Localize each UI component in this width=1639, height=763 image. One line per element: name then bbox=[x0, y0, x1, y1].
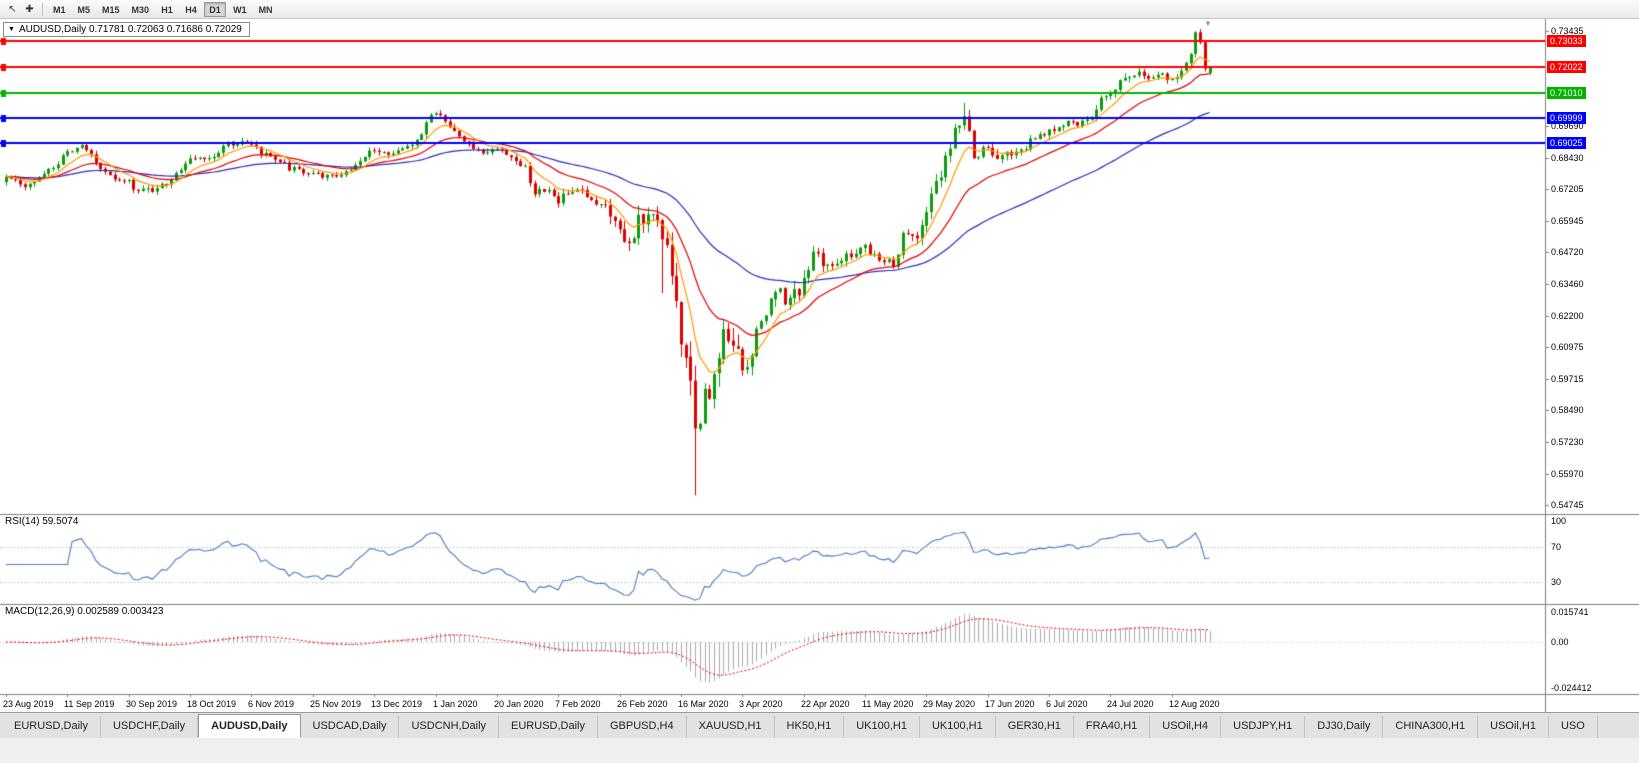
time-axis-label: 16 Mar 2020 bbox=[678, 699, 729, 709]
chart-tab-ger30-h1[interactable]: GER30,H1 bbox=[996, 716, 1074, 738]
price-line-label: 0.71010 bbox=[1547, 87, 1586, 99]
macd-axis-tick: 0.015741 bbox=[1551, 607, 1589, 617]
time-axis-label: 12 Aug 2020 bbox=[1169, 699, 1220, 709]
timeframe-button-w1[interactable]: W1 bbox=[233, 4, 247, 15]
time-axis-label: 26 Feb 2020 bbox=[617, 699, 668, 709]
timeframe-toolbar: ↖ ✚ M1 M5 M15 M30 H1 H4 D1 W1 MN bbox=[0, 0, 1639, 19]
price-axis-tick: 0.73435 bbox=[1551, 26, 1584, 36]
timeframe-button-m30[interactable]: M30 bbox=[131, 4, 150, 15]
crosshair-icon[interactable]: ✚ bbox=[25, 3, 34, 15]
chart-tab-eurusd-daily[interactable]: EURUSD,Daily bbox=[2, 716, 101, 738]
time-axis-label: 29 May 2020 bbox=[923, 699, 976, 709]
price-axis-tick: 0.57230 bbox=[1551, 437, 1584, 447]
time-axis-label: 11 Sep 2019 bbox=[64, 699, 115, 709]
price-line-label: 0.69999 bbox=[1547, 112, 1586, 124]
rsi-axis-tick: 70 bbox=[1551, 542, 1562, 552]
chart-tab-usdchf-daily[interactable]: USDCHF,Daily bbox=[101, 716, 199, 738]
chart-title-text: AUDUSD,Daily 0.71781 0.72063 0.71686 0.7… bbox=[18, 24, 242, 35]
chart-tab-uk100-h1[interactable]: UK100,H1 bbox=[844, 716, 920, 738]
rsi-label: RSI(14) 59.5074 bbox=[5, 516, 79, 527]
time-axis-label: 22 Apr 2020 bbox=[801, 699, 850, 709]
time-axis-label: 1 Jan 2020 bbox=[433, 699, 478, 709]
price-axis-tick: 0.64720 bbox=[1551, 247, 1584, 257]
price-axis-tick: 0.54745 bbox=[1551, 500, 1584, 510]
chart-tab-usdcad-daily[interactable]: USDCAD,Daily bbox=[301, 716, 400, 738]
price-axis-tick: 0.65945 bbox=[1551, 216, 1584, 226]
chart-tab-gbpusd-h4[interactable]: GBPUSD,H4 bbox=[598, 716, 687, 738]
timeframe-button-m1[interactable]: M1 bbox=[53, 4, 66, 15]
price-axis-tick: 0.67205 bbox=[1551, 184, 1584, 194]
time-axis-label: 25 Nov 2019 bbox=[310, 699, 362, 709]
chart-tab-fra40-h1[interactable]: FRA40,H1 bbox=[1074, 716, 1151, 738]
chart-tab-bar: EURUSD,Daily USDCHF,Daily AUDUSD,Daily USDC… bbox=[0, 712, 1639, 738]
chart-tab-uk100-h1[interactable]: UK100,H1 bbox=[920, 716, 996, 738]
price-axis-tick: 0.69690 bbox=[1551, 121, 1584, 131]
time-axis-label: 30 Sep 2019 bbox=[126, 699, 178, 709]
time-axis-label: 18 Oct 2019 bbox=[187, 699, 237, 709]
time-axis-label: 6 Jul 2020 bbox=[1046, 699, 1088, 709]
macd-axis-tick: -0.024412 bbox=[1551, 683, 1592, 693]
time-axis-label: 24 Jul 2020 bbox=[1107, 699, 1154, 709]
timeframe-button-d1[interactable]: D1 bbox=[204, 1, 227, 17]
time-axis-label: 3 Apr 2020 bbox=[739, 699, 783, 709]
price-axis-tick: 0.63460 bbox=[1551, 279, 1584, 289]
chart-tab-audusd-daily[interactable]: AUDUSD,Daily bbox=[198, 714, 301, 738]
chart-tab-usdcnh-daily[interactable]: USDCNH,Daily bbox=[399, 716, 500, 738]
time-axis-label: 23 Aug 2019 bbox=[3, 699, 54, 709]
chart-title-box[interactable]: ▼ AUDUSD,Daily 0.71781 0.72063 0.71686 0… bbox=[3, 22, 250, 37]
chart-dropdown-icon[interactable]: ▼ bbox=[8, 26, 15, 33]
status-bar bbox=[0, 738, 1639, 763]
price-line-label: 0.69025 bbox=[1547, 137, 1586, 149]
timeframe-button-m15[interactable]: M15 bbox=[102, 4, 120, 15]
chart-tab-china300-h1[interactable]: CHINA300,H1 bbox=[1383, 716, 1479, 738]
timeframe-button-m5[interactable]: M5 bbox=[77, 4, 91, 15]
chart-tab-uso[interactable]: USO bbox=[1549, 716, 1598, 738]
price-axis-tick: 0.58490 bbox=[1551, 405, 1584, 415]
toolbar-separator bbox=[42, 2, 43, 16]
chart-tab-hk50-h1[interactable]: HK50,H1 bbox=[775, 716, 845, 738]
chart-tab-usdjpy-h1[interactable]: USDJPY,H1 bbox=[1221, 716, 1306, 738]
toolbar-icons: ↖ ✚ bbox=[4, 2, 38, 17]
price-axis-tick: 0.60975 bbox=[1551, 342, 1584, 352]
chart-tab-dj30-daily[interactable]: DJ30,Daily bbox=[1305, 716, 1384, 738]
rsi-axis-tick: 100 bbox=[1551, 516, 1567, 526]
timeframe-button-h1[interactable]: H1 bbox=[161, 4, 173, 15]
time-axis-label: 7 Feb 2020 bbox=[555, 699, 601, 709]
time-axis-label: 6 Nov 2019 bbox=[248, 699, 295, 709]
price-chart-canvas[interactable] bbox=[0, 19, 1639, 712]
price-axis-tick: 0.68430 bbox=[1551, 153, 1584, 163]
time-axis-label: 20 Jan 2020 bbox=[494, 699, 544, 709]
price-axis-tick: 0.62200 bbox=[1551, 311, 1584, 321]
price-axis-tick: 0.55970 bbox=[1551, 469, 1584, 479]
price-line-label: 0.72022 bbox=[1547, 61, 1586, 73]
timeframe-button-mn[interactable]: MN bbox=[258, 4, 273, 15]
timeframe-button-h4[interactable]: H4 bbox=[185, 4, 197, 15]
time-axis-label: 13 Dec 2019 bbox=[371, 699, 423, 709]
cursor-icon[interactable]: ↖ bbox=[8, 3, 17, 15]
macd-axis-tick: 0.00 bbox=[1551, 637, 1569, 647]
time-axis-label: 11 May 2020 bbox=[862, 699, 914, 709]
chart-tab-usoil-h4[interactable]: USOil,H4 bbox=[1150, 716, 1222, 738]
chart-shift-marker: ▼ bbox=[1204, 19, 1212, 28]
macd-label: MACD(12,26,9) 0.002589 0.003423 bbox=[5, 606, 164, 617]
chart-tab-xauusd-h1[interactable]: XAUUSD,H1 bbox=[687, 716, 775, 738]
chart-workspace: ▼ AUDUSD,Daily 0.71781 0.72063 0.71686 0… bbox=[0, 19, 1639, 712]
chart-tab-eurusd-daily[interactable]: EURUSD,Daily bbox=[499, 716, 598, 738]
price-line-label: 0.73033 bbox=[1547, 35, 1586, 47]
timeframe-buttons: M1 M5 M15 M30 H1 H4 D1 W1 MN bbox=[47, 1, 279, 17]
price-axis-tick: 0.59715 bbox=[1551, 374, 1584, 384]
chart-tab-usoil-h1[interactable]: USOil,H1 bbox=[1478, 716, 1549, 738]
rsi-axis-tick: 30 bbox=[1551, 577, 1562, 587]
time-axis-label: 17 Jun 2020 bbox=[985, 699, 1035, 709]
